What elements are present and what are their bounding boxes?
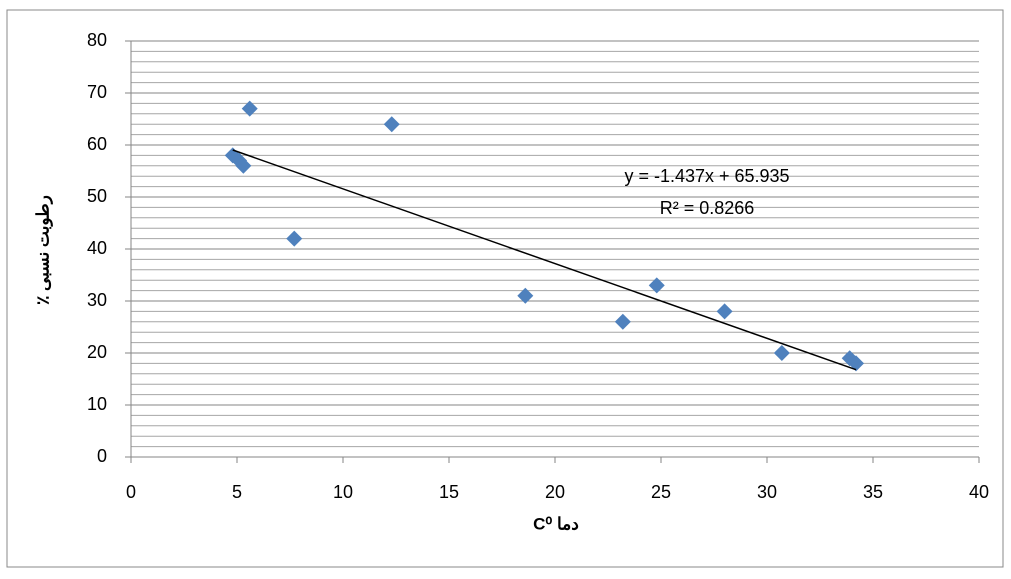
trendline [232, 149, 857, 371]
point [517, 287, 534, 304]
point [614, 313, 631, 330]
x-tick-label: 30 [757, 482, 777, 502]
x-tick-label: 0 [126, 482, 136, 502]
point [235, 157, 252, 174]
point [716, 303, 733, 320]
point [773, 345, 790, 361]
x-tick-label: 10 [333, 482, 353, 502]
y-tick-label: 80 [87, 30, 107, 50]
x-tick-label: 5 [232, 482, 242, 502]
x-tick-label: 35 [863, 482, 883, 502]
y-tick-label: 10 [87, 394, 107, 414]
trendline-r2: R² = 0.8266 [660, 198, 755, 218]
y-tick-label: 20 [87, 342, 107, 362]
y-tick-label: 0 [97, 446, 107, 466]
x-axis-title: دما C⁰ [533, 514, 579, 533]
point [286, 230, 303, 247]
y-tick-label: 30 [87, 290, 107, 310]
x-tick-label: 25 [651, 482, 671, 502]
point [383, 116, 400, 133]
x-tick-label: 20 [545, 482, 565, 502]
y-tick-label: 50 [87, 186, 107, 206]
x-tick-label: 15 [439, 482, 459, 502]
trendline-equation: y = -1.437x + 65.935 [624, 166, 789, 186]
y-tick-label: 70 [87, 82, 107, 102]
y-axis-title: رطوبت نسبی ٪ [33, 195, 53, 305]
point [241, 100, 258, 117]
point [848, 355, 865, 372]
point [648, 277, 665, 294]
x-tick-label: 40 [969, 482, 989, 502]
chart-frame [6, 9, 1004, 568]
y-tick-label: 60 [87, 134, 107, 154]
y-tick-label: 40 [87, 238, 107, 258]
